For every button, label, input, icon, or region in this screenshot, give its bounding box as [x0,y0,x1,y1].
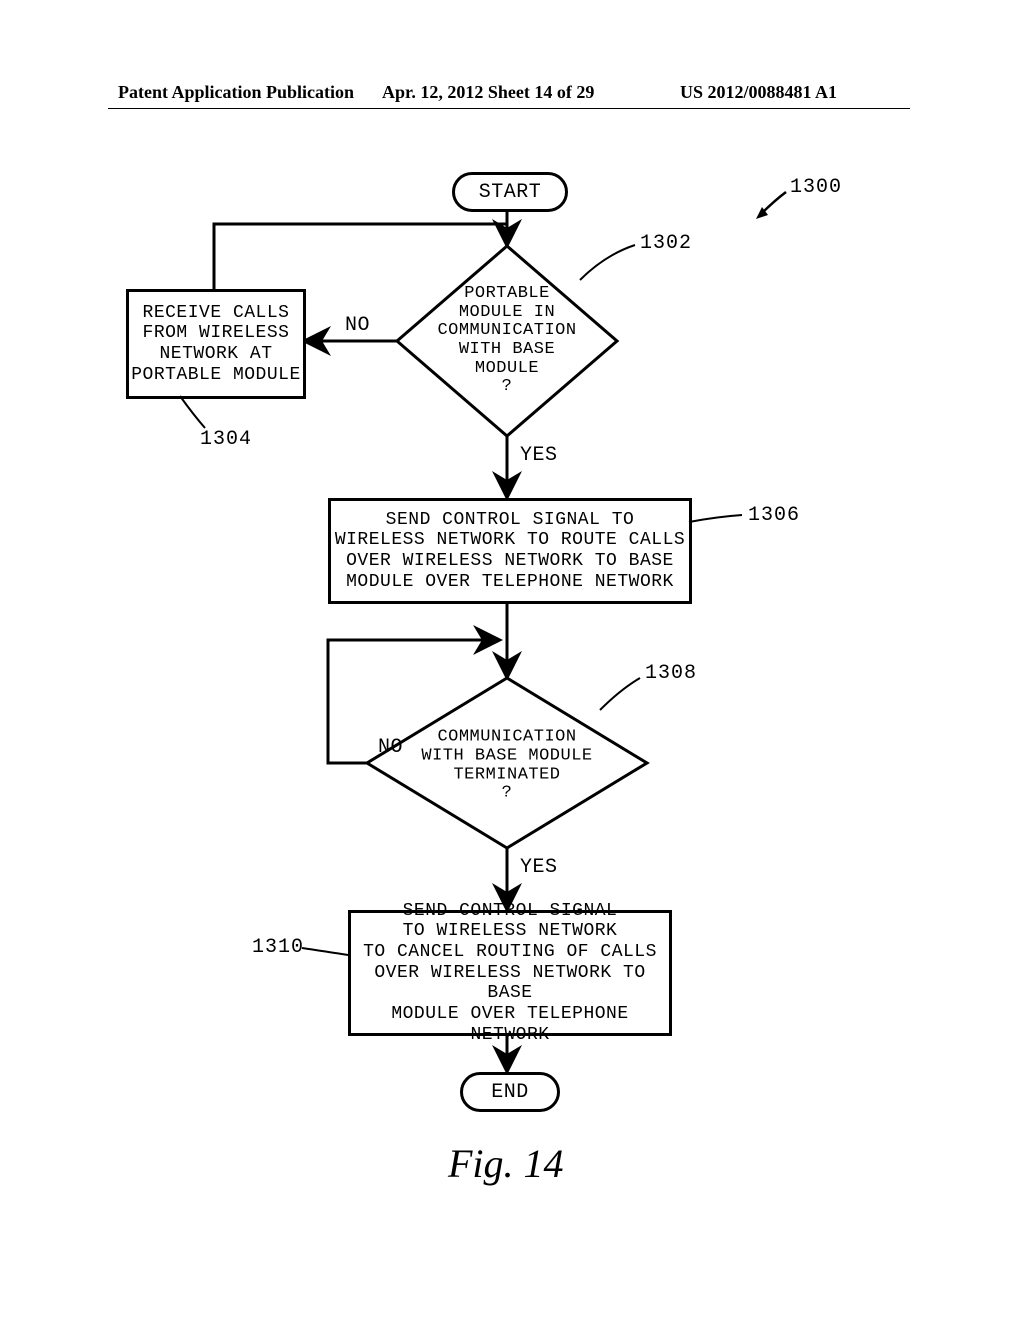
arrow-b1310-to-end [0,0,1024,1325]
page: Patent Application Publication Apr. 12, … [0,0,1024,1320]
node-end-text: END [491,1081,529,1104]
node-end: END [460,1072,560,1112]
figure-caption: Fig. 14 [448,1140,564,1187]
